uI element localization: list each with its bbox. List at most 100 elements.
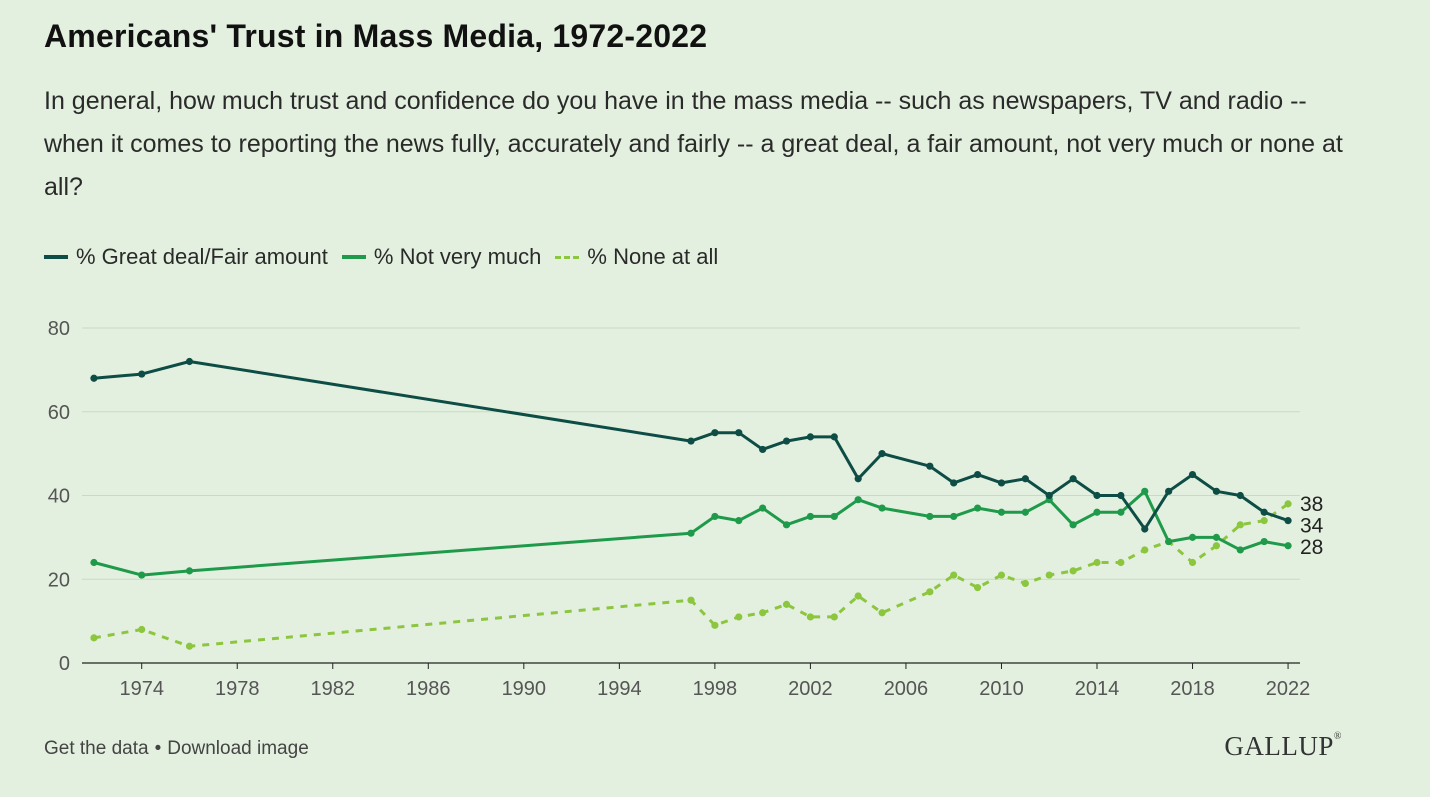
data-point-s2-1976 (185, 642, 194, 650)
data-point-s0-2010 (997, 479, 1006, 487)
end-label-1: 34 (1300, 515, 1324, 538)
x-tick-label-1994: 1994 (597, 678, 642, 700)
data-point-s1-2003 (830, 512, 838, 521)
data-point-s1-2018 (1188, 533, 1197, 541)
end-label-2: 28 (1300, 536, 1323, 559)
x-tick-label-1978: 1978 (215, 678, 260, 700)
data-point-s2-2020 (1236, 521, 1244, 529)
legend-item-great-deal: % Great deal/Fair amount (44, 244, 328, 270)
data-point-s1-2015 (1117, 508, 1125, 516)
data-point-s2-1997 (687, 596, 695, 604)
data-point-s2-2009 (973, 584, 982, 592)
data-point-s2-2014 (1093, 558, 1101, 567)
data-point-s0-2016 (1141, 525, 1149, 533)
data-point-s2-2008 (950, 571, 958, 579)
data-point-s1-2001 (782, 521, 791, 529)
data-point-s0-2015 (1117, 491, 1125, 500)
y-tick-label-0: 0 (59, 653, 70, 675)
download-image-link[interactable]: Download image (167, 738, 309, 759)
data-point-s1-2009 (973, 504, 982, 512)
data-point-s0-1999 (735, 429, 743, 437)
series-line-0 (93, 360, 1289, 531)
data-point-s0-1972 (90, 374, 98, 382)
legend-label-not-very-much: % Not very much (373, 244, 542, 269)
x-tick-label-2002: 2002 (788, 678, 833, 700)
data-point-s0-2013 (1069, 475, 1077, 483)
x-tick-label-2022: 2022 (1266, 678, 1311, 700)
data-point-s0-2005 (878, 450, 886, 458)
series-line-2 (93, 502, 1289, 648)
data-point-s2-1998 (711, 621, 719, 629)
data-point-s0-1974 (138, 370, 146, 378)
data-point-s0-2004 (854, 475, 862, 483)
data-point-s2-2005 (878, 609, 886, 617)
chart-question: In general, how much trust and confidenc… (44, 87, 1343, 201)
x-tick-label-1982: 1982 (311, 678, 356, 700)
data-point-s0-2019 (1212, 487, 1221, 495)
data-point-s1-1974 (138, 571, 146, 579)
data-point-s2-2022 (1284, 500, 1292, 508)
data-point-s0-2009 (973, 470, 982, 479)
data-point-s1-2011 (1021, 508, 1029, 516)
x-tick-label-1990: 1990 (502, 678, 547, 700)
legend-label-great-deal: % Great deal/Fair amount (76, 244, 328, 269)
data-point-s1-1997 (687, 529, 695, 537)
data-point-s0-2020 (1236, 491, 1244, 500)
registered-mark: ® (1333, 731, 1342, 742)
data-point-s0-1976 (185, 357, 194, 366)
end-label-0: 38 (1300, 493, 1323, 516)
data-point-s1-2007 (926, 512, 934, 521)
data-point-s0-2022 (1284, 517, 1292, 525)
legend-item-none-at-all: % None at all (555, 244, 718, 270)
data-point-s1-2020 (1236, 546, 1244, 554)
x-tick-label-2014: 2014 (1075, 678, 1120, 700)
footer-separator: • (154, 738, 162, 759)
legend-label-none-at-all: % None at all (587, 244, 719, 269)
data-point-s1-2008 (950, 512, 958, 521)
data-point-s2-2002 (806, 613, 815, 621)
data-point-s2-2004 (854, 592, 862, 600)
data-point-s1-2022 (1284, 542, 1292, 550)
x-tick-label-2006: 2006 (884, 678, 929, 700)
x-tick-label-2010: 2010 (979, 678, 1024, 700)
data-point-s1-2017 (1165, 537, 1173, 546)
data-point-s0-2003 (830, 433, 838, 441)
data-point-s2-2016 (1141, 546, 1149, 554)
get-data-link[interactable]: Get the data (44, 738, 149, 759)
data-point-s0-2014 (1093, 491, 1101, 500)
data-point-s2-2019 (1212, 542, 1221, 550)
footer-links: Get the data • Download image (44, 738, 309, 760)
data-point-s1-2010 (997, 508, 1006, 516)
y-tick-label-40: 40 (48, 486, 70, 508)
data-point-s0-2008 (950, 479, 958, 487)
y-tick-label-20: 20 (48, 569, 70, 591)
data-point-s0-2012 (1045, 491, 1053, 500)
data-point-s0-2021 (1260, 508, 1268, 516)
data-point-s1-1972 (90, 558, 98, 567)
data-point-s1-2019 (1212, 533, 1221, 541)
data-point-s0-1998 (711, 429, 719, 437)
data-point-s2-2003 (830, 613, 838, 621)
data-point-s1-1998 (711, 512, 719, 521)
data-point-s2-2011 (1021, 579, 1029, 588)
data-point-s0-2001 (782, 437, 791, 445)
legend-swatch-not-very-much (341, 255, 366, 259)
data-point-s1-2014 (1093, 508, 1101, 516)
chart-title: Americans' Trust in Mass Media, 1972-202… (44, 18, 708, 54)
data-point-s1-2004 (854, 496, 862, 504)
data-point-s1-2016 (1141, 487, 1149, 495)
data-point-s1-1999 (735, 517, 743, 525)
y-tick-label-60: 60 (48, 402, 70, 424)
legend-swatch-great-deal (44, 255, 68, 259)
data-point-s0-2002 (806, 433, 815, 441)
data-point-s2-2018 (1188, 558, 1197, 567)
legend-swatch-none-at-all (555, 255, 580, 259)
data-point-s2-2012 (1045, 571, 1053, 579)
data-point-s2-1999 (735, 613, 743, 621)
data-point-s1-2021 (1260, 537, 1268, 546)
data-point-s1-2013 (1069, 521, 1077, 529)
data-point-s2-2015 (1117, 558, 1125, 567)
data-point-s2-2010 (997, 571, 1006, 579)
data-point-s1-2002 (806, 512, 815, 521)
